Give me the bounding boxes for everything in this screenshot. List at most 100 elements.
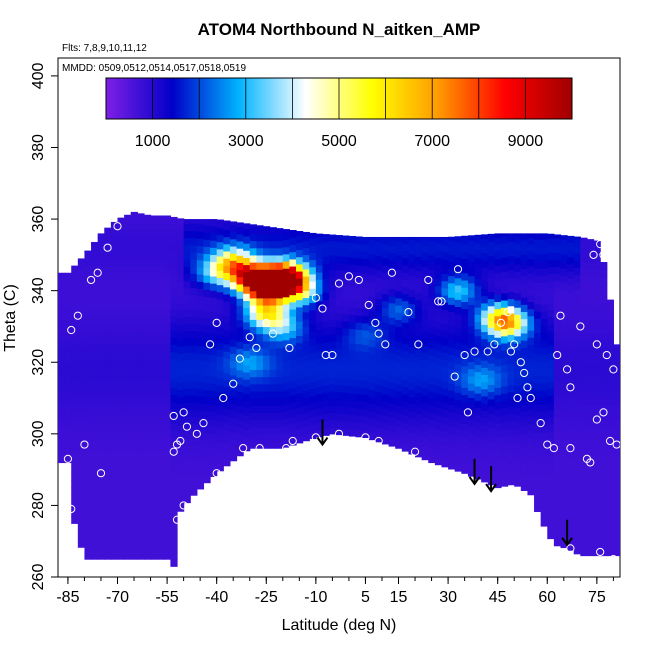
- field-cell: [150, 387, 158, 396]
- field-cell: [315, 257, 324, 266]
- field-cell: [177, 396, 185, 405]
- field-cell: [143, 215, 152, 224]
- field-cell: [84, 287, 92, 295]
- field-cell: [236, 291, 244, 299]
- field-cell: [177, 468, 185, 476]
- field-cell: [467, 425, 476, 434]
- field-cell: [547, 502, 555, 511]
- field-cell: [600, 426, 608, 435]
- field-cell: [124, 301, 132, 310]
- field-cell: [474, 292, 482, 301]
- field-cell: [395, 369, 403, 378]
- field-cell: [600, 369, 608, 378]
- observation-point: [450, 372, 459, 381]
- field-cell: [203, 403, 211, 412]
- field-cell: [64, 412, 72, 421]
- field-cell: [474, 328, 482, 337]
- field-cell: [143, 301, 152, 310]
- field-cell: [137, 544, 145, 553]
- field-cell: [381, 322, 390, 330]
- field-cell: [110, 229, 119, 238]
- field-cell: [196, 345, 205, 354]
- field-cell: [441, 373, 449, 382]
- field-cell: [381, 372, 390, 381]
- field-cell: [428, 236, 436, 242]
- field-cell: [527, 430, 535, 439]
- field-cell: [190, 323, 198, 332]
- field-cell: [434, 350, 443, 358]
- field-cell: [203, 389, 211, 398]
- field-cell: [97, 551, 105, 560]
- field-cell: [534, 497, 542, 505]
- field-cell: [467, 447, 476, 456]
- field-cell: [428, 340, 436, 349]
- field-cell: [593, 283, 601, 292]
- field-cell: [223, 408, 231, 417]
- field-cell: [514, 421, 522, 430]
- field-cell: [613, 344, 620, 349]
- field-cell: [375, 248, 383, 257]
- field-cell: [210, 397, 218, 406]
- field-cell: [84, 451, 92, 460]
- field-cell: [573, 503, 581, 512]
- field-cell: [448, 236, 456, 241]
- field-cell: [150, 380, 158, 388]
- field-cell: [282, 425, 291, 434]
- field-cell: [130, 408, 138, 417]
- field-cell: [84, 301, 92, 310]
- field-cell: [335, 235, 343, 242]
- field-cell: [593, 390, 601, 399]
- field-cell: [91, 444, 99, 453]
- field-cell: [388, 295, 396, 304]
- field-cell: [362, 279, 370, 288]
- field-cell: [104, 537, 112, 546]
- field-cell: [315, 365, 324, 373]
- observation-point: [566, 544, 575, 553]
- field-cell: [163, 473, 171, 481]
- field-cell: [606, 498, 614, 507]
- field-cell: [104, 508, 112, 517]
- field-cell: [243, 243, 251, 251]
- field-cell: [110, 344, 119, 353]
- field-cell: [329, 319, 337, 328]
- field-cell: [150, 287, 158, 295]
- field-cell: [170, 480, 178, 489]
- field-cell: [381, 365, 390, 373]
- field-cell: [190, 437, 198, 446]
- field-cell: [163, 372, 171, 381]
- field-cell: [84, 473, 92, 481]
- field-cell: [560, 497, 568, 506]
- field-cell: [507, 470, 515, 479]
- field-cell: [170, 372, 178, 381]
- field-cell: [64, 440, 72, 449]
- field-cell: [355, 264, 363, 273]
- field-cell: [157, 279, 165, 288]
- field-cell: [421, 330, 429, 339]
- field-cell: [97, 308, 105, 317]
- field-cell: [104, 480, 112, 489]
- field-cell: [428, 262, 436, 270]
- field-cell: [335, 427, 343, 436]
- field-cell: [302, 247, 310, 256]
- field-cell: [593, 369, 601, 378]
- field-cell: [64, 304, 72, 313]
- field-cell: [461, 244, 469, 252]
- field-cell: [507, 362, 515, 371]
- field-cell: [421, 287, 429, 296]
- field-cell: [296, 385, 304, 394]
- field-cell: [117, 508, 125, 517]
- field-cell: [388, 274, 396, 282]
- field-cell: [150, 222, 158, 231]
- field-cell: [401, 264, 410, 273]
- field-cell: [500, 371, 509, 380]
- field-cell: [91, 523, 99, 532]
- field-cell: [137, 458, 145, 467]
- field-cell: [196, 352, 205, 361]
- field-cell: [421, 251, 429, 260]
- field-cell: [117, 415, 125, 424]
- field-cell: [130, 480, 138, 489]
- field-cell: [421, 416, 429, 425]
- field-cell: [335, 320, 343, 328]
- field-cell: [560, 318, 568, 327]
- field-cell: [183, 280, 191, 289]
